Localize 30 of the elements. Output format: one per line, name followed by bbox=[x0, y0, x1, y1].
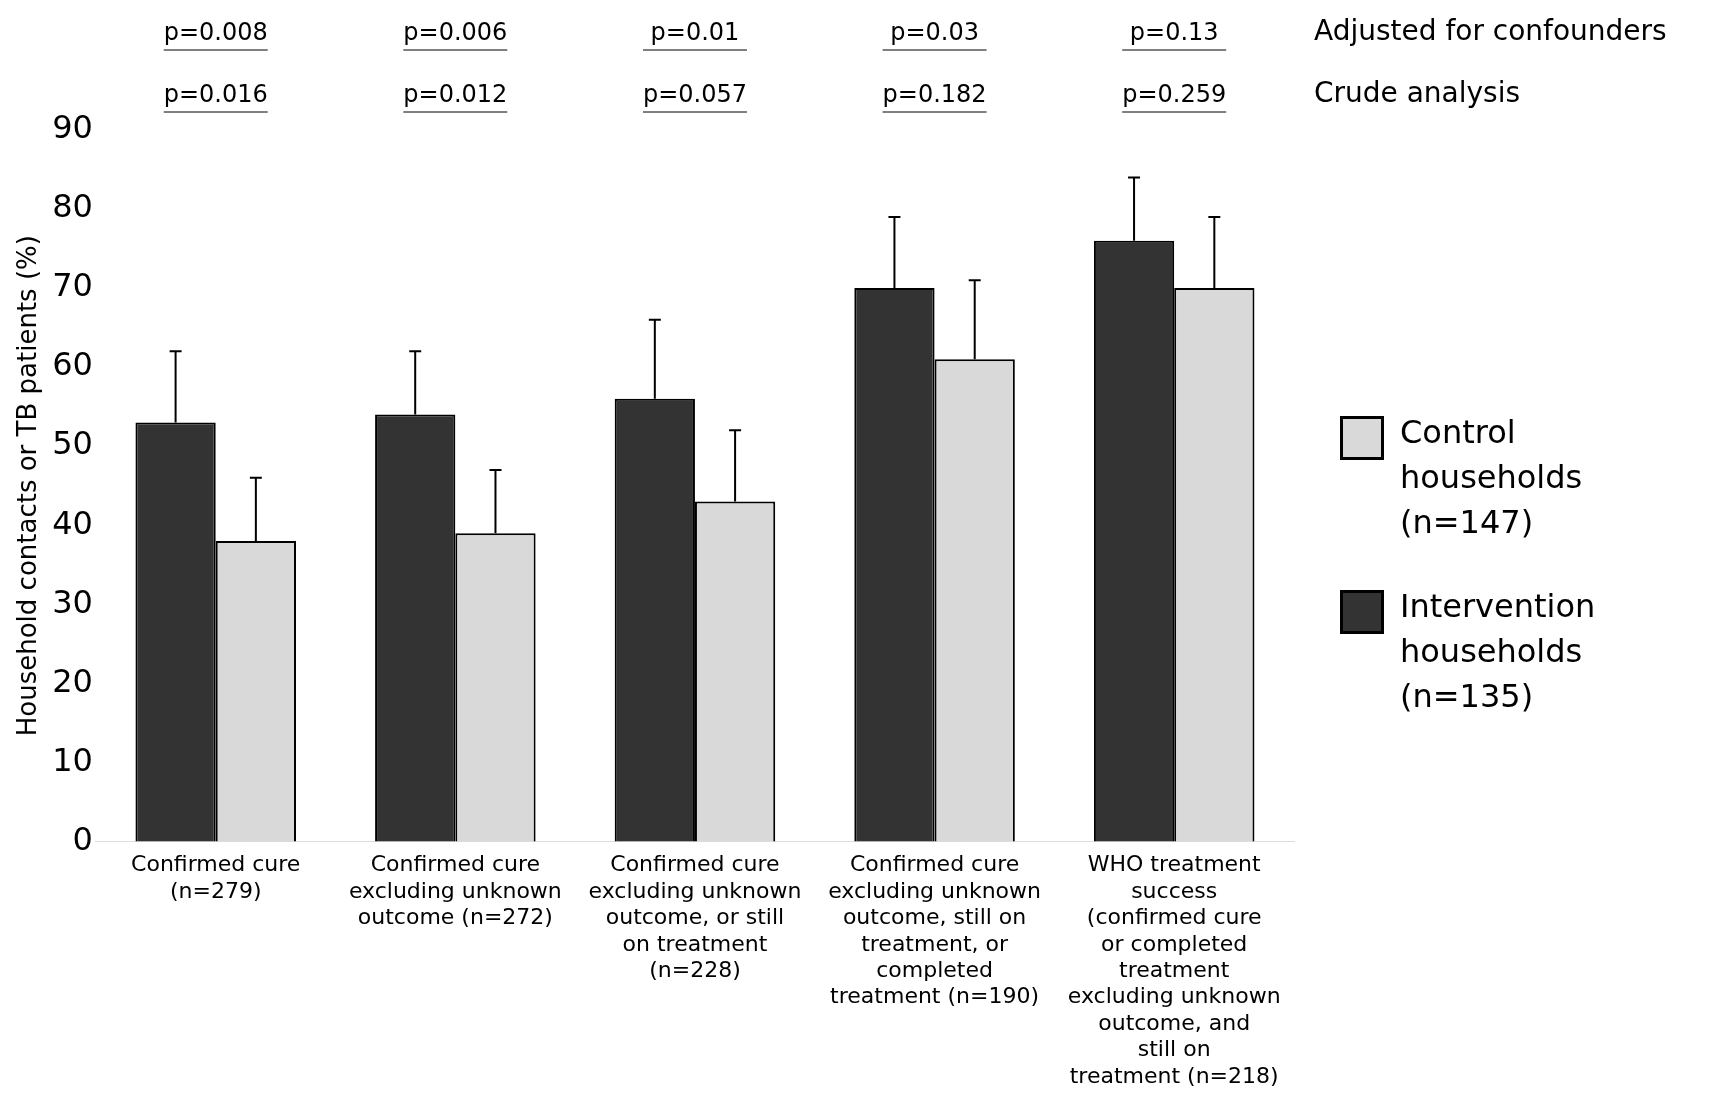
text: p=0.008 bbox=[163, 18, 268, 46]
y-tick-label: 60 bbox=[52, 345, 93, 384]
text: p=0.016 bbox=[163, 80, 268, 108]
text: p=0.259 bbox=[1122, 80, 1227, 108]
y-tick-label: 50 bbox=[52, 424, 93, 463]
text: Crude analysis bbox=[1314, 76, 1521, 109]
text: p=0.006 bbox=[403, 18, 508, 46]
text: p=0.13 bbox=[1129, 18, 1219, 46]
y-axis-title: Household contacts or TB patients (%) bbox=[12, 235, 43, 737]
legend-label: Intervention households (n=135) bbox=[1400, 586, 1597, 717]
y-tick-label: 10 bbox=[52, 740, 93, 779]
text: p=0.012 bbox=[403, 80, 508, 108]
y-tick-label: 30 bbox=[52, 582, 93, 621]
y-tick-label: 20 bbox=[52, 661, 93, 700]
x-tick-label: Confirmed cure excluding unknown outcome (n=272) bbox=[348, 851, 562, 930]
y-tick-label: 80 bbox=[52, 187, 93, 226]
text: p=0.01 bbox=[650, 18, 740, 46]
x-tick-label: Confirmed cure excluding unknown outcome, still on treatment, or completed treatment (n=190) bbox=[828, 851, 1042, 1009]
category-label: WHO treatment success (confirmed cure or completed treatment excluding unknown outcome, and still on treatment (n=218) bbox=[1067, 851, 1281, 1088]
y-tick-label: 70 bbox=[52, 266, 93, 305]
y-tick-label: 0 bbox=[72, 819, 93, 858]
y-tick-label: 40 bbox=[52, 503, 93, 542]
x-tick-label: Confirmed cure (n=279) bbox=[131, 851, 301, 903]
x-tick-label: Confirmed cure excluding unknown outcome, or still on treatment (n=228) bbox=[588, 851, 802, 982]
text: p=0.182 bbox=[882, 80, 987, 108]
text: p=0.03 bbox=[890, 18, 979, 46]
y-tick-label: 90 bbox=[52, 108, 93, 147]
text: Adjusted for confounders bbox=[1314, 14, 1667, 47]
legend-label: Control households (n=147) bbox=[1400, 412, 1584, 543]
text: p=0.057 bbox=[642, 80, 747, 108]
